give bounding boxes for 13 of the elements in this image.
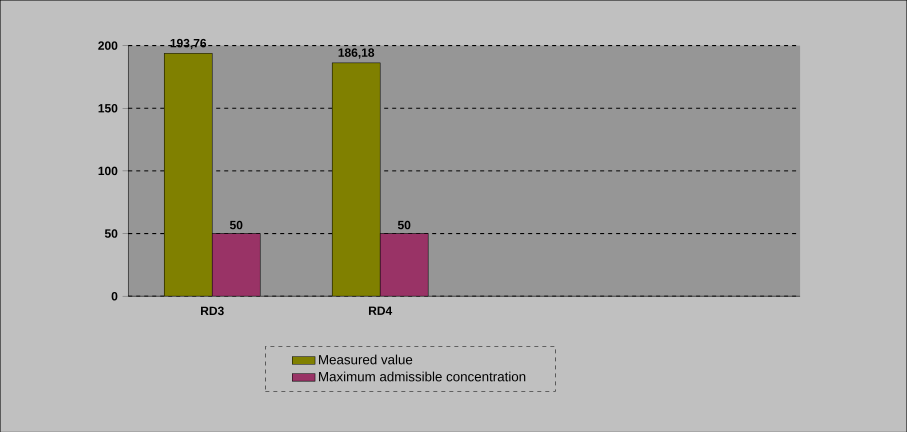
data-label: 193,76 [170, 38, 206, 49]
legend-label: Maximum admissible concentration [319, 371, 526, 382]
data-label: 50 [398, 220, 410, 230]
y-tick-label: 150 [98, 104, 118, 112]
data-label: 186,18 [338, 48, 374, 58]
legend-label: Measured value [319, 354, 412, 364]
y-tick-label: 0 [112, 292, 118, 300]
x-tick-label: RD3 [201, 306, 224, 315]
y-tick-label: 50 [104, 229, 118, 238]
x-tick-label: RD4 [368, 306, 392, 315]
y-tick-label: 100 [98, 166, 118, 175]
y-tick-label: 200 [98, 41, 118, 50]
data-label: 50 [230, 220, 242, 230]
